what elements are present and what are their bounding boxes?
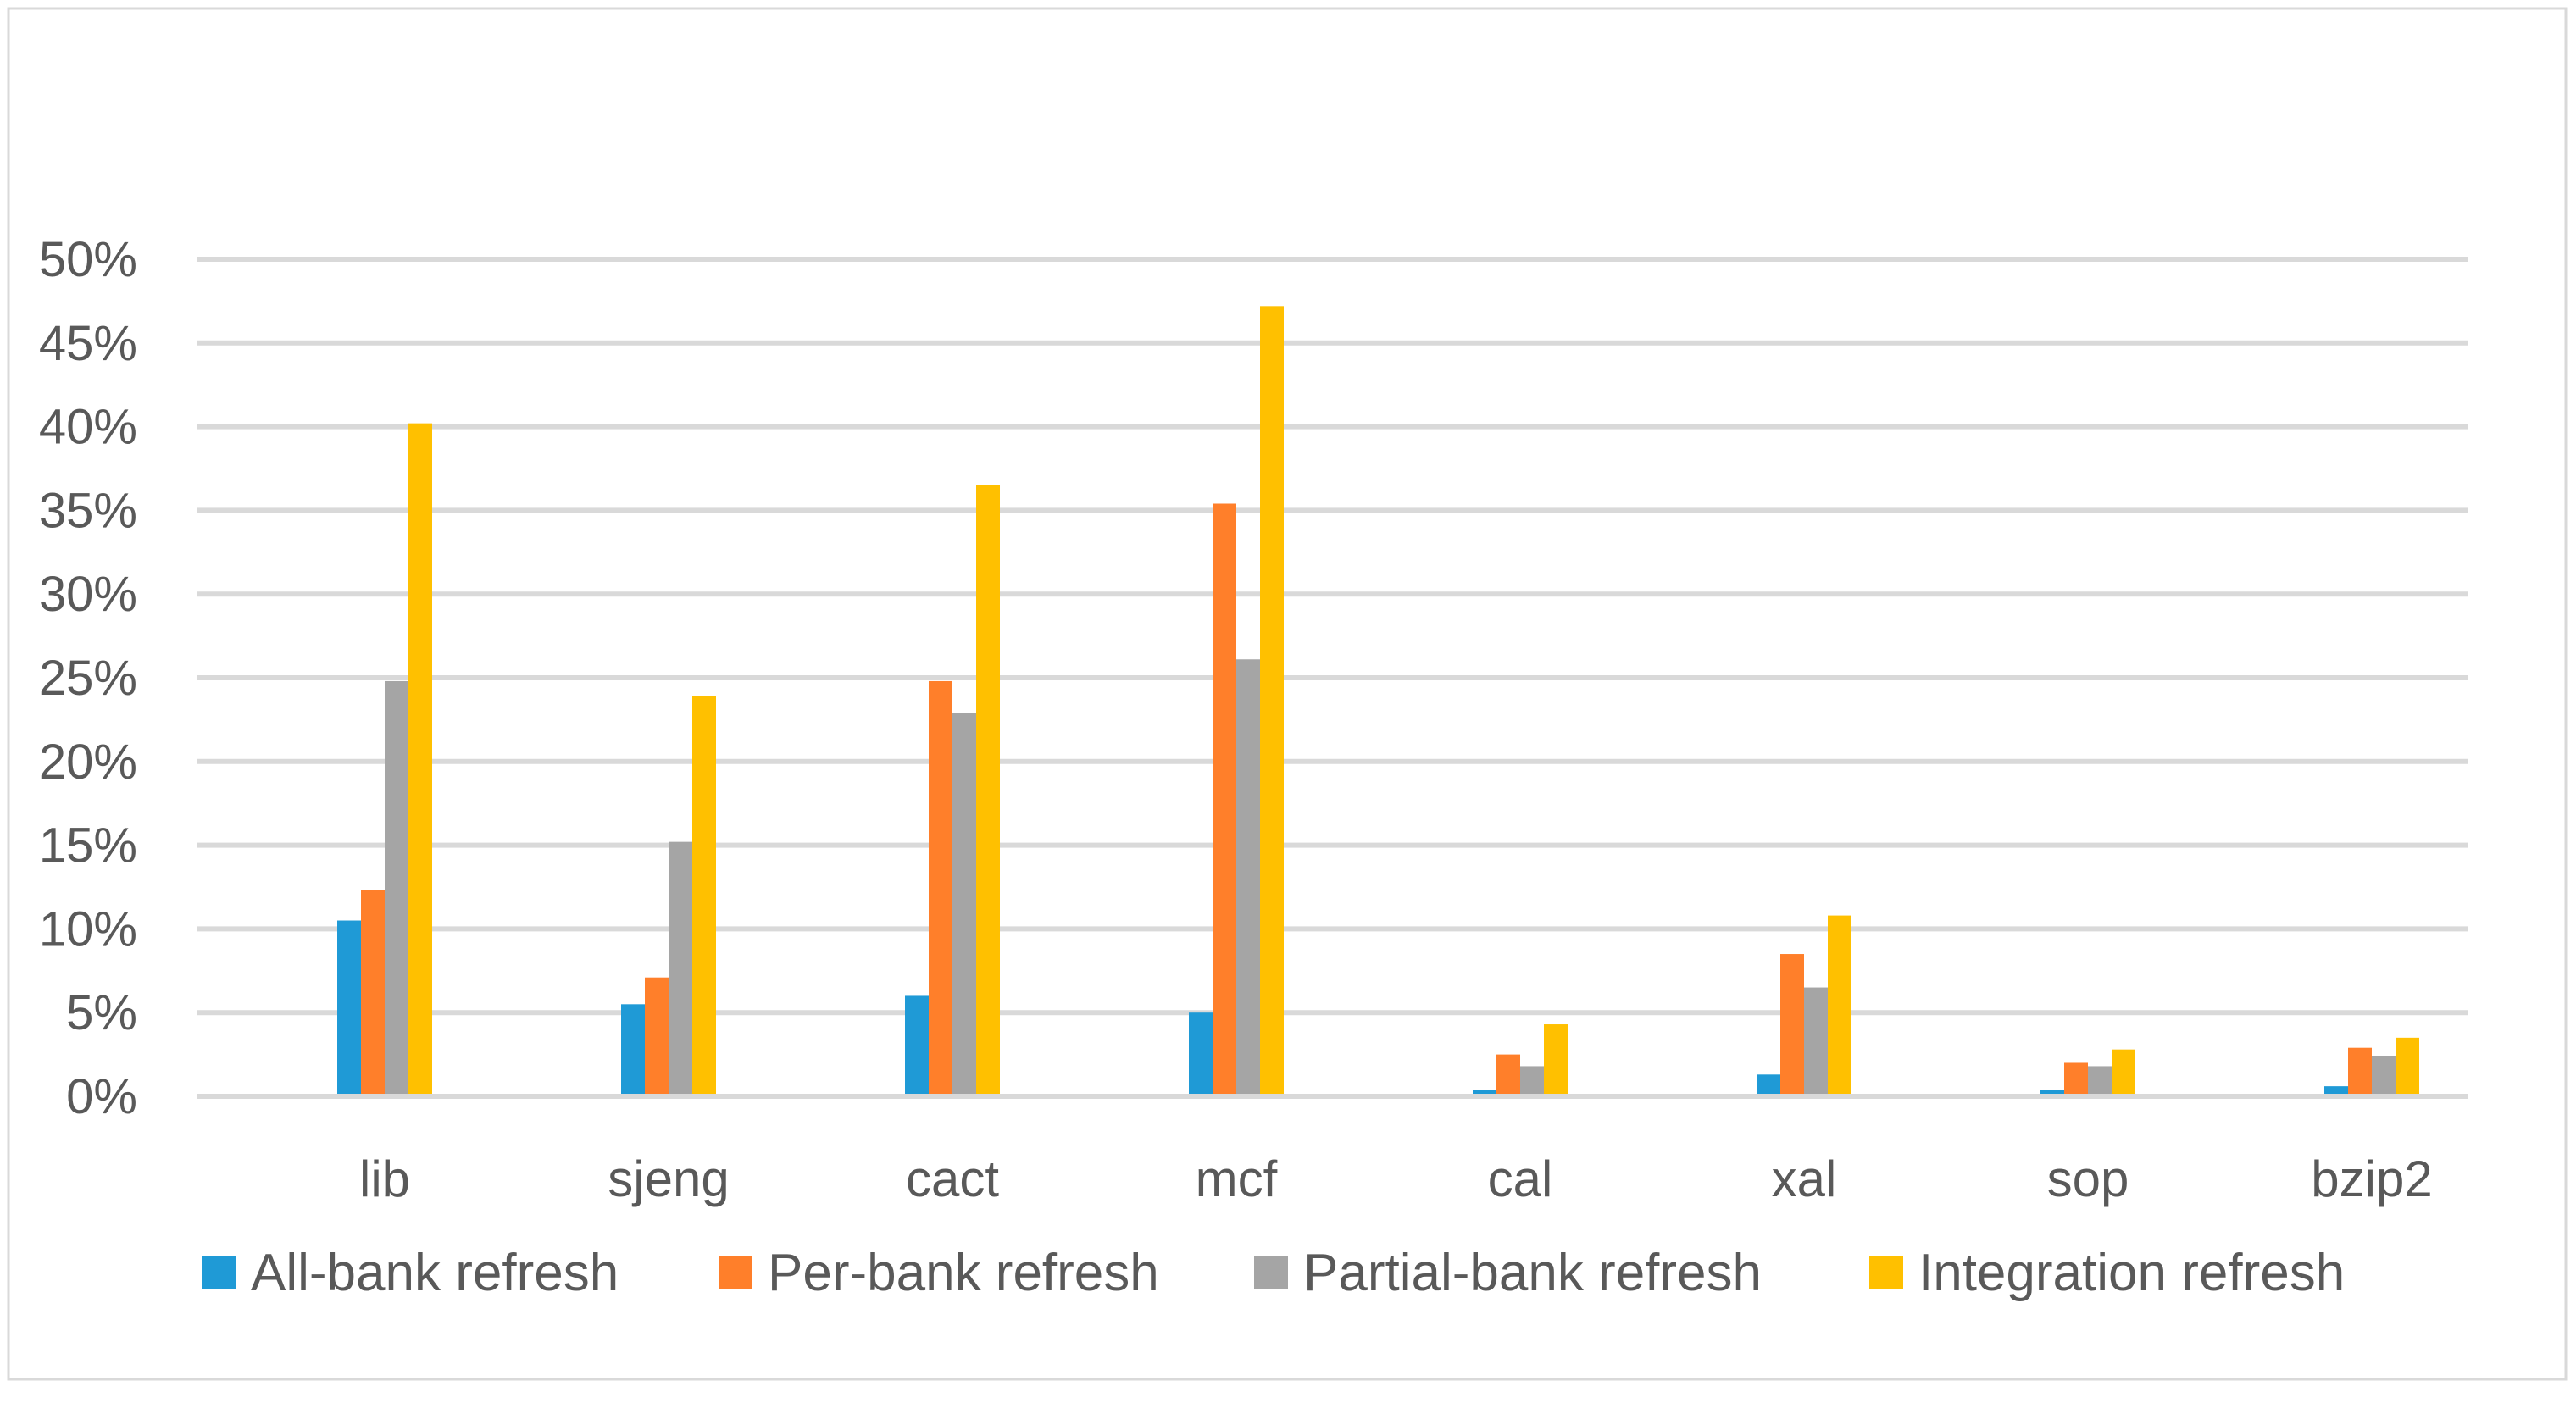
bar-bzip2-2 [2372,1056,2396,1096]
legend-item: All-bank refresh [202,1244,619,1302]
bars [197,306,2468,1099]
x-axis-categories: lib sjeng cact mcf cal xal sop bzip2 [359,1151,2433,1207]
bar-bzip2-3 [2396,1037,2419,1096]
y-tick-label: 5% [66,985,137,1040]
y-tick-label: 15% [39,818,137,873]
legend-label: Per-bank refresh [768,1244,1159,1302]
bar-cal-2 [1520,1066,1544,1096]
bar-sjeng-0 [621,1004,645,1096]
legend-swatch [202,1256,236,1289]
x-category-label: sjeng [608,1151,729,1207]
y-tick-label: 40% [39,400,137,455]
x-category-label: bzip2 [2311,1151,2432,1207]
bar-sop-3 [2112,1049,2135,1096]
bar-sjeng-1 [645,977,669,1096]
x-category-label: mcf [1196,1151,1278,1207]
bar-sop-1 [2064,1062,2088,1096]
y-tick-label: 25% [39,651,137,706]
y-tick-label: 10% [39,901,137,957]
legend-swatch [719,1256,752,1289]
bar-xal-1 [1780,954,1804,1096]
x-category-label: sop [2047,1151,2129,1207]
bar-sop-0 [2040,1090,2064,1096]
bar-mcf-0 [1189,1012,1213,1096]
bar-bzip2-1 [2348,1047,2372,1096]
chart-border [7,7,2568,1381]
y-tick-label: 35% [39,483,137,538]
bar-cal-0 [1473,1090,1496,1096]
bar-mcf-3 [1260,306,1284,1096]
bar-bzip2-0 [2324,1086,2348,1096]
bar-mcf-2 [1236,659,1260,1096]
legend: All-bank refresh Per-bank refresh Partial-… [202,1244,2345,1302]
bar-cal-1 [1496,1054,1520,1096]
bar-lib-3 [408,423,432,1096]
bar-cact-0 [905,995,929,1096]
x-category-label: lib [359,1151,410,1207]
x-category-label: cal [1488,1151,1553,1207]
legend-item: Partial-bank refresh [1254,1244,1762,1302]
bar-xal-3 [1828,915,1852,1096]
legend-item: Integration refresh [1869,1244,2345,1302]
bar-sop-2 [2088,1066,2112,1096]
bar-cact-1 [929,680,952,1096]
bar-mcf-1 [1213,503,1236,1096]
y-tick-label: 0% [66,1069,137,1124]
y-tick-label: 50% [39,232,137,287]
bar-cal-3 [1544,1024,1568,1096]
legend-label: Partial-bank refresh [1303,1244,1762,1302]
bar-lib-0 [337,920,361,1096]
y-tick-label: 45% [39,316,137,371]
bar-cact-3 [976,485,1000,1096]
x-category-label: cact [906,1151,999,1207]
y-tick-label: 20% [39,735,137,790]
x-category-label: xal [1772,1151,1837,1207]
bar-lib-1 [361,890,385,1096]
bar-lib-2 [385,680,408,1096]
legend-label: Integration refresh [1918,1244,2345,1302]
legend-swatch [1869,1256,1903,1289]
bar-xal-2 [1804,987,1828,1096]
legend-swatch [1254,1256,1288,1289]
y-axis-ticks: 0% 5% 10% 15% 20% 25% 30% 35% 40% 45% 50% [39,232,137,1124]
bar-sjeng-3 [692,696,716,1096]
bar-sjeng-2 [669,841,692,1096]
y-tick-label: 30% [39,567,137,622]
bar-xal-0 [1757,1074,1780,1096]
bar-cact-2 [952,713,976,1096]
legend-item: Per-bank refresh [719,1244,1159,1302]
legend-label: All-bank refresh [251,1244,619,1302]
